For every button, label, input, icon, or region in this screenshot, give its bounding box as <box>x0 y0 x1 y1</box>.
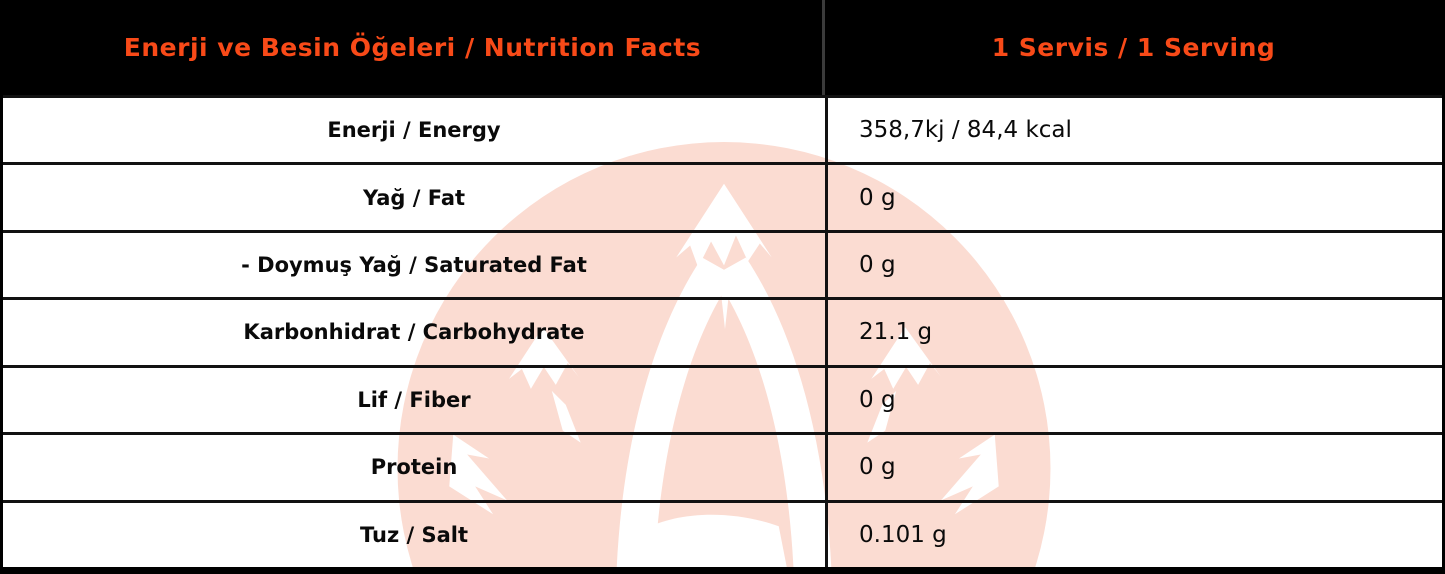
header-title-nutrition-facts: Enerji ve Besin Öğeleri / Nutrition Fact… <box>3 0 825 95</box>
table-row-carbohydrate: Karbonhidrat / Carbohydrate 21.1 g <box>3 297 1442 365</box>
table-row-protein: Protein 0 g <box>3 432 1442 500</box>
table-row-fat: Yağ / Fat 0 g <box>3 162 1442 230</box>
row-value: 0 g <box>825 165 1442 230</box>
row-label: - Doymuş Yağ / Saturated Fat <box>241 253 587 278</box>
row-value: 21.1 g <box>825 300 1442 365</box>
row-value: 358,7kj / 84,4 kcal <box>825 98 1442 163</box>
row-label: Yağ / Fat <box>362 185 466 210</box>
row-label: Karbonhidrat / Carbohydrate <box>243 320 585 345</box>
table-row-fiber: Lif / Fiber 0 g <box>3 364 1442 433</box>
row-value: 0 g <box>825 435 1442 500</box>
table-body: Enerji / Energy 358,7kj / 84,4 kcal Yağ … <box>3 95 1442 567</box>
row-value: 0.101 g <box>825 502 1442 567</box>
mountain-logo-watermark-icon <box>397 142 1051 567</box>
table-row-saturated-fat: - Doymuş Yağ / Saturated Fat 0 g <box>3 229 1442 298</box>
table-row-energy: Enerji / Energy 358,7kj / 84,4 kcal <box>3 95 1442 163</box>
header-title-serving: 1 Servis / 1 Serving <box>991 33 1276 62</box>
nutrition-table: Enerji ve Besin Öğeleri / Nutrition Fact… <box>3 0 1442 567</box>
row-value: 0 g <box>825 232 1442 298</box>
row-value: 0 g <box>825 367 1442 433</box>
row-label: Tuz / Salt <box>359 522 468 547</box>
row-label: Lif / Fiber <box>357 387 471 412</box>
table-row-salt: Tuz / Salt 0.101 g <box>3 499 1442 567</box>
table-header: Enerji ve Besin Öğeleri / Nutrition Fact… <box>3 0 1442 95</box>
row-label: Protein <box>370 455 458 480</box>
row-label: Enerji / Energy <box>327 118 501 143</box>
